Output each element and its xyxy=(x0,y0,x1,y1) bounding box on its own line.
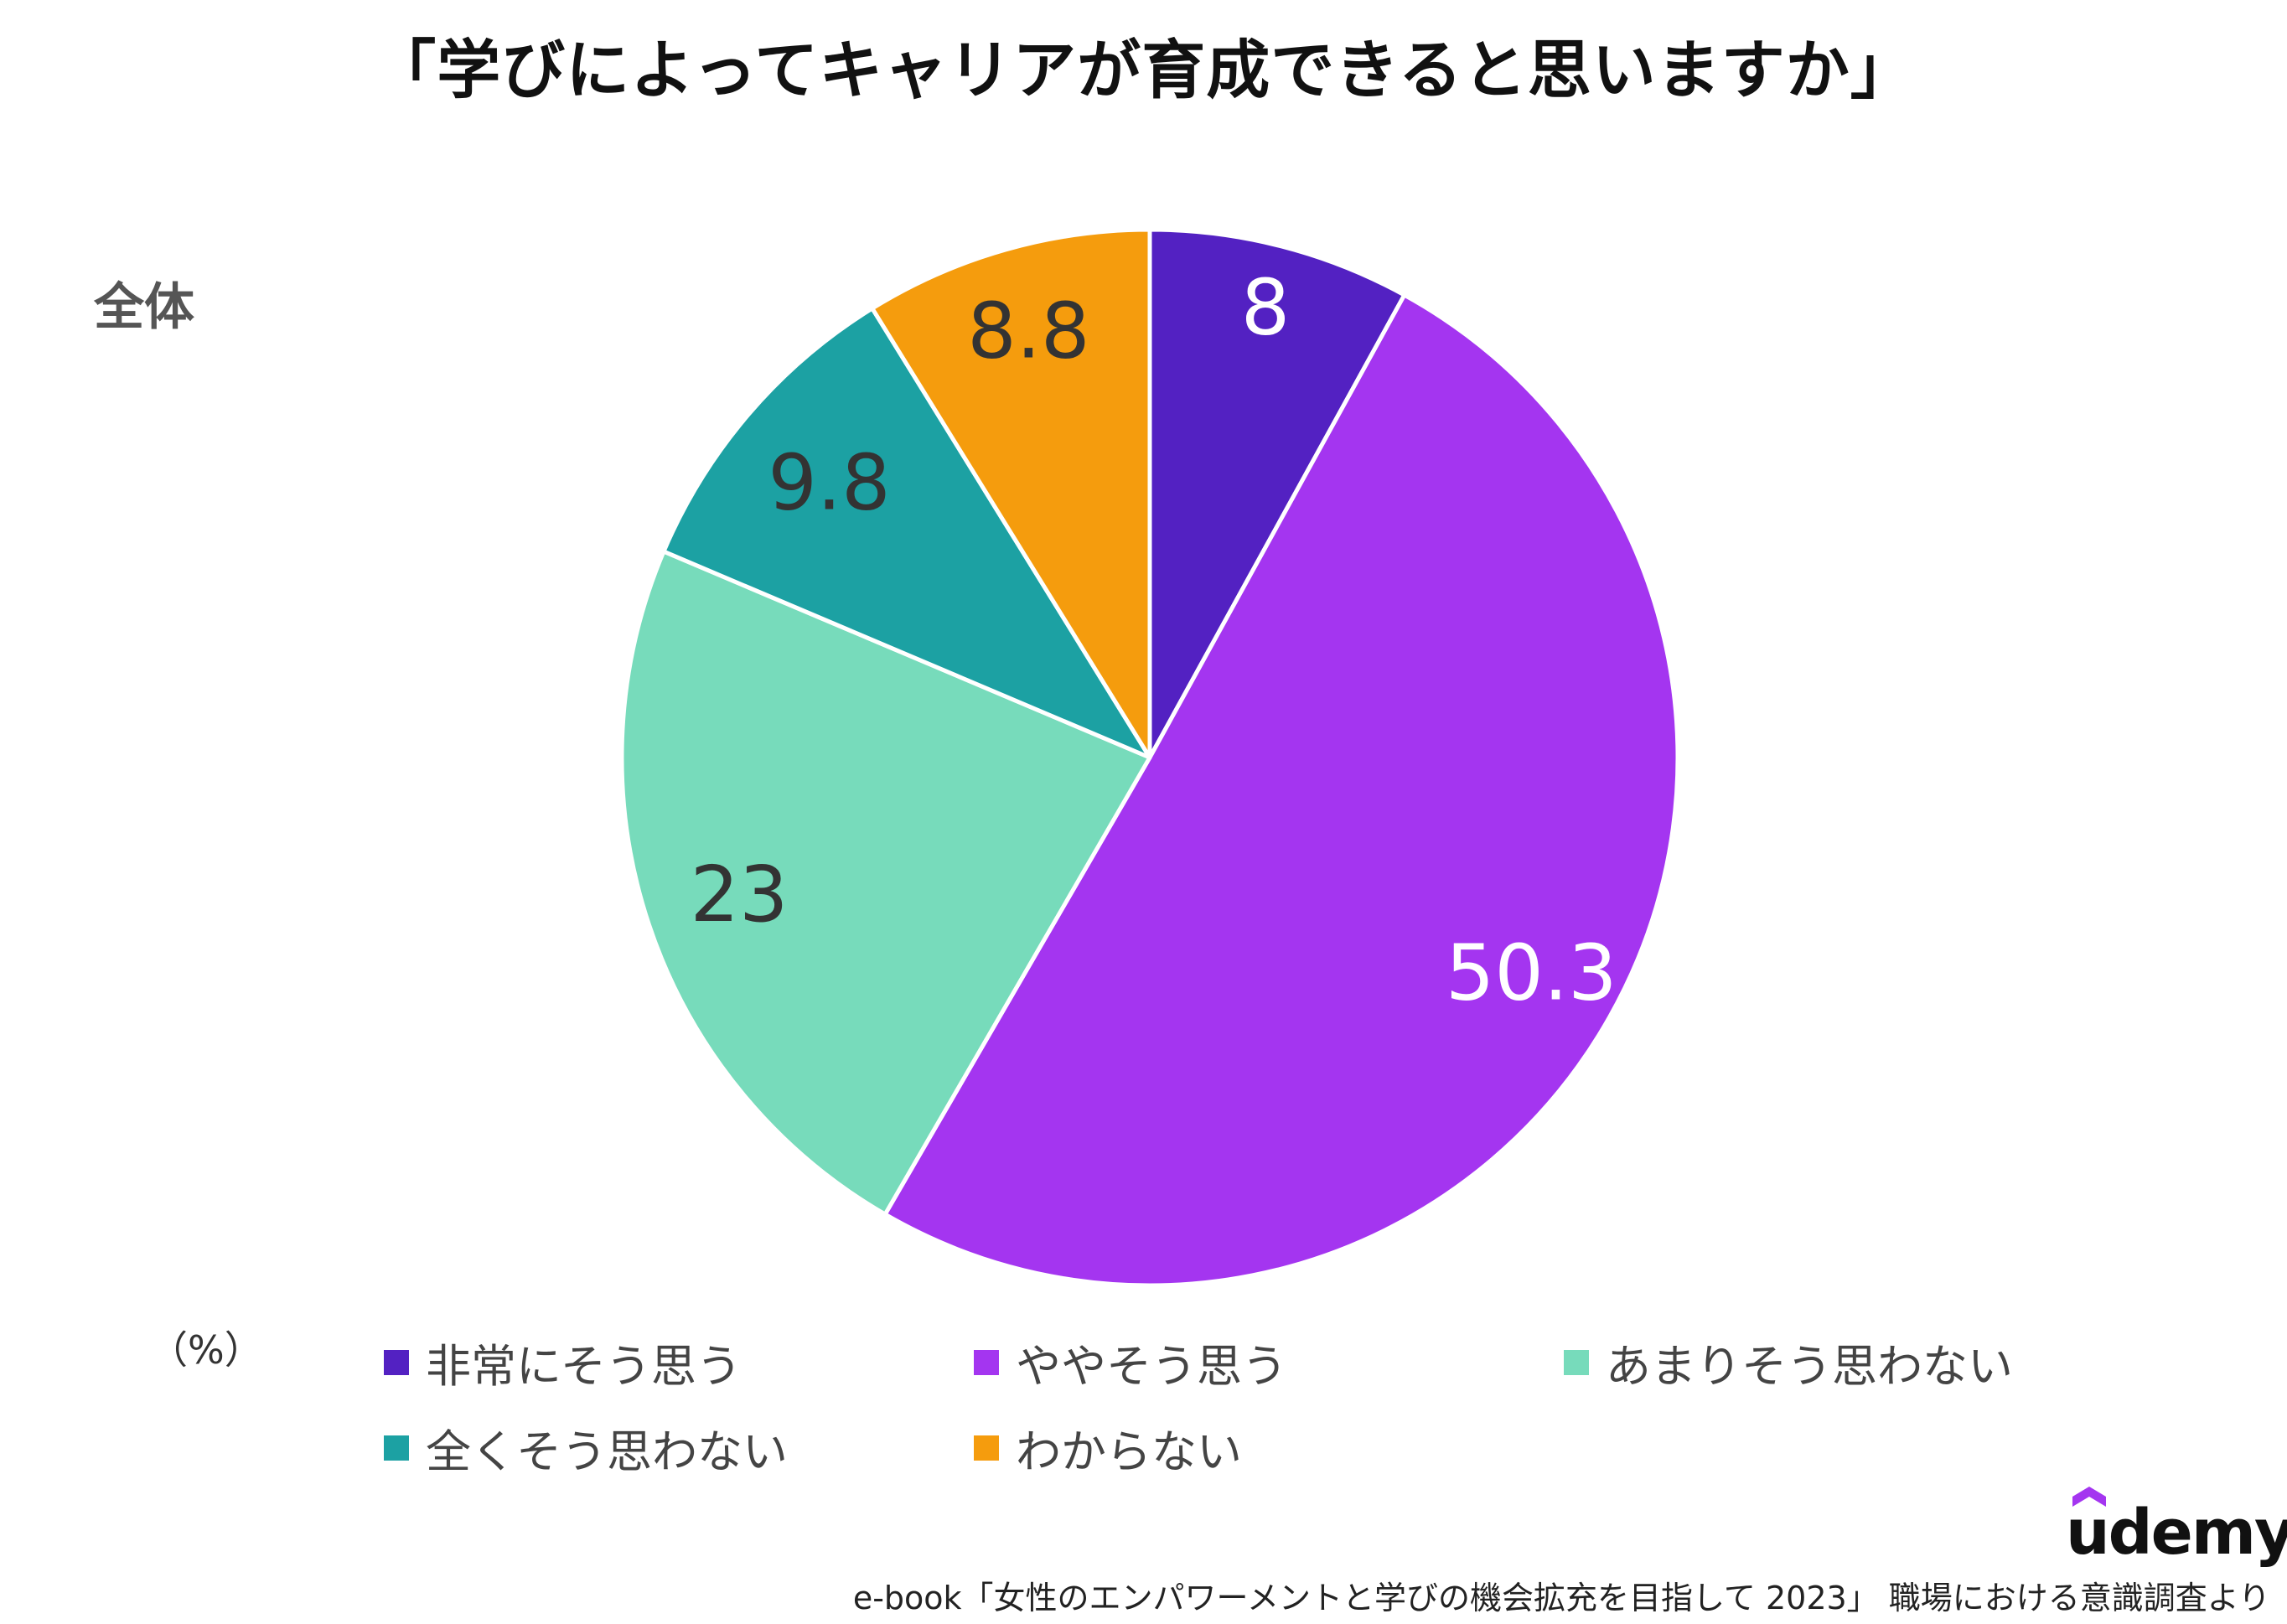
slice-data-label: 9.8 xyxy=(768,437,890,527)
slice-data-label: 50.3 xyxy=(1446,928,1617,1018)
udemy-logo: udemy xyxy=(2066,1485,2287,1569)
slice-data-label: 8 xyxy=(1241,263,1291,353)
chart-subtitle: 全体 xyxy=(94,278,194,337)
pie-slice xyxy=(1147,227,1407,760)
pie-slice xyxy=(619,549,1152,1217)
slice-data-label: 23 xyxy=(690,850,788,939)
logo-text: udemy xyxy=(2066,1497,2287,1569)
source-note: e-book「女性のエンパワーメントと学びの機会拡充を目指して 2023」 職場… xyxy=(852,1580,2270,1616)
logo-cap-icon xyxy=(2072,1487,2106,1507)
slice-data-label: 8.8 xyxy=(967,286,1089,375)
pie-slice xyxy=(882,292,1680,1288)
pie-slice xyxy=(661,306,1152,760)
unit-label: （%） xyxy=(149,1327,263,1373)
logo-cap-shape xyxy=(2072,1487,2106,1507)
pie-slice xyxy=(870,227,1152,760)
chart-title: 「学びによってキャリアが育成できると思いますか」 xyxy=(372,33,1915,107)
